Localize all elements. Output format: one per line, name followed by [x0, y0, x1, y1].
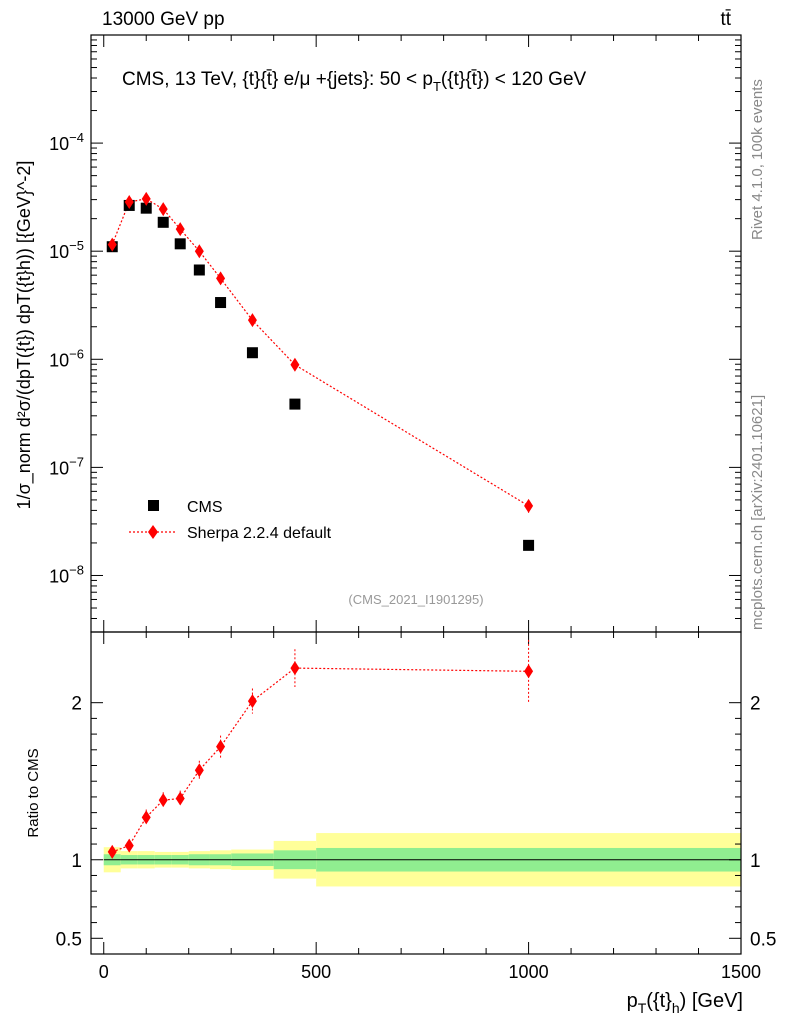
cms-point — [193, 264, 205, 276]
ratio-point — [107, 844, 117, 859]
ratio-y-tick-label-left: 0.5 — [56, 929, 82, 950]
main-y-label: 1/σ_norm d²σ/(dpT({t}) dpT({t}h)) [{GeV}… — [14, 161, 35, 510]
legend-cms-marker — [148, 500, 159, 511]
cms-point — [246, 347, 258, 359]
sherpa-point — [124, 195, 134, 210]
sherpa-point — [175, 222, 185, 237]
y-tick-label: 10−5 — [49, 238, 84, 262]
ratio-point — [216, 739, 226, 754]
ratio-y-label: Ratio to CMS — [25, 748, 42, 837]
main-x-axis — [103, 35, 742, 632]
ratio-point — [175, 791, 185, 806]
legend: CMS Sherpa 2.2.4 default — [129, 499, 332, 542]
y-tick-label: 10−4 — [49, 130, 84, 154]
ratio-point — [194, 763, 204, 778]
header-right: tt̄ — [720, 9, 731, 30]
ratio-data — [107, 639, 534, 859]
y-tick-label: 10−7 — [49, 454, 84, 478]
legend-sherpa-label: Sherpa 2.2.4 default — [187, 525, 332, 542]
x-tick-label: 0 — [99, 962, 109, 982]
cms-point — [174, 238, 186, 250]
main-y-axis: 10−4 10−5 10−6 10−7 10−8 — [49, 34, 741, 633]
ratio-y-tick-label-left: 2 — [71, 694, 82, 715]
sherpa-point — [290, 357, 300, 372]
sherpa-point — [141, 191, 151, 206]
main-frame — [90, 34, 742, 633]
x-tick-label: 1000 — [509, 962, 549, 982]
ratio-panel: 0.5 0.5 1 1 2 2 0 500 1000 1500 Ratio to CMS pT(… — [25, 631, 777, 1016]
ratio-frame — [90, 631, 742, 955]
ratio-y-tick-label-right: 0.5 — [750, 929, 776, 950]
sherpa-point — [107, 237, 117, 252]
x-tick-label: 1500 — [721, 962, 761, 982]
legend-cms-label: CMS — [187, 499, 223, 516]
ratio-y-tick-label-right: 2 — [750, 694, 761, 715]
sherpa-point — [247, 313, 257, 328]
sherpa-point — [216, 271, 226, 286]
ratio-point — [158, 793, 168, 808]
y-tick-label: 10−6 — [49, 346, 84, 370]
ratio-point — [141, 810, 151, 825]
sherpa-line — [111, 198, 529, 507]
sherpa-point — [158, 202, 168, 217]
y-tick-label: 10−8 — [49, 562, 84, 586]
cms-point — [289, 398, 301, 410]
ratio-y-tick-label-left: 1 — [71, 851, 82, 872]
plot-title: CMS, 13 TeV, {t}{t̄} e/μ +{jets}: 50 < p… — [122, 69, 587, 94]
ratio-point — [124, 838, 134, 853]
ratio-x-axis: 0 500 1000 1500 — [99, 632, 761, 982]
header-left: 13000 GeV pp — [102, 9, 225, 30]
cms-point — [215, 297, 227, 309]
sherpa-point — [524, 498, 534, 513]
x-tick-label: 500 — [301, 962, 331, 982]
ratio-y-axis: 0.5 0.5 1 1 2 2 — [56, 694, 777, 951]
ratio-point — [247, 694, 257, 709]
ratio-y-tick-label-right: 1 — [750, 851, 761, 872]
rivet-label: Rivet 4.1.0, 100k events — [749, 79, 766, 240]
ratio-sherpa-line — [111, 667, 529, 853]
mcplots-label: mcplots.cern.ch [arXiv:2401.10621] — [749, 395, 766, 630]
main-data — [106, 191, 535, 551]
legend-sherpa-marker — [148, 525, 158, 539]
cms-point — [157, 216, 169, 228]
cms-point — [523, 539, 535, 551]
ratio-point — [524, 664, 534, 679]
analysis-watermark: (CMS_2021_I1901295) — [348, 592, 483, 607]
ratio-point — [290, 661, 300, 676]
sherpa-point — [194, 244, 204, 259]
main-panel: 10−4 10−5 10−6 10−7 10−8 CMS, 13 TeV, {t}{t̄… — [14, 34, 742, 633]
x-axis-label: pT({t}h) [GeV] — [627, 990, 743, 1016]
cms-point — [140, 202, 152, 214]
